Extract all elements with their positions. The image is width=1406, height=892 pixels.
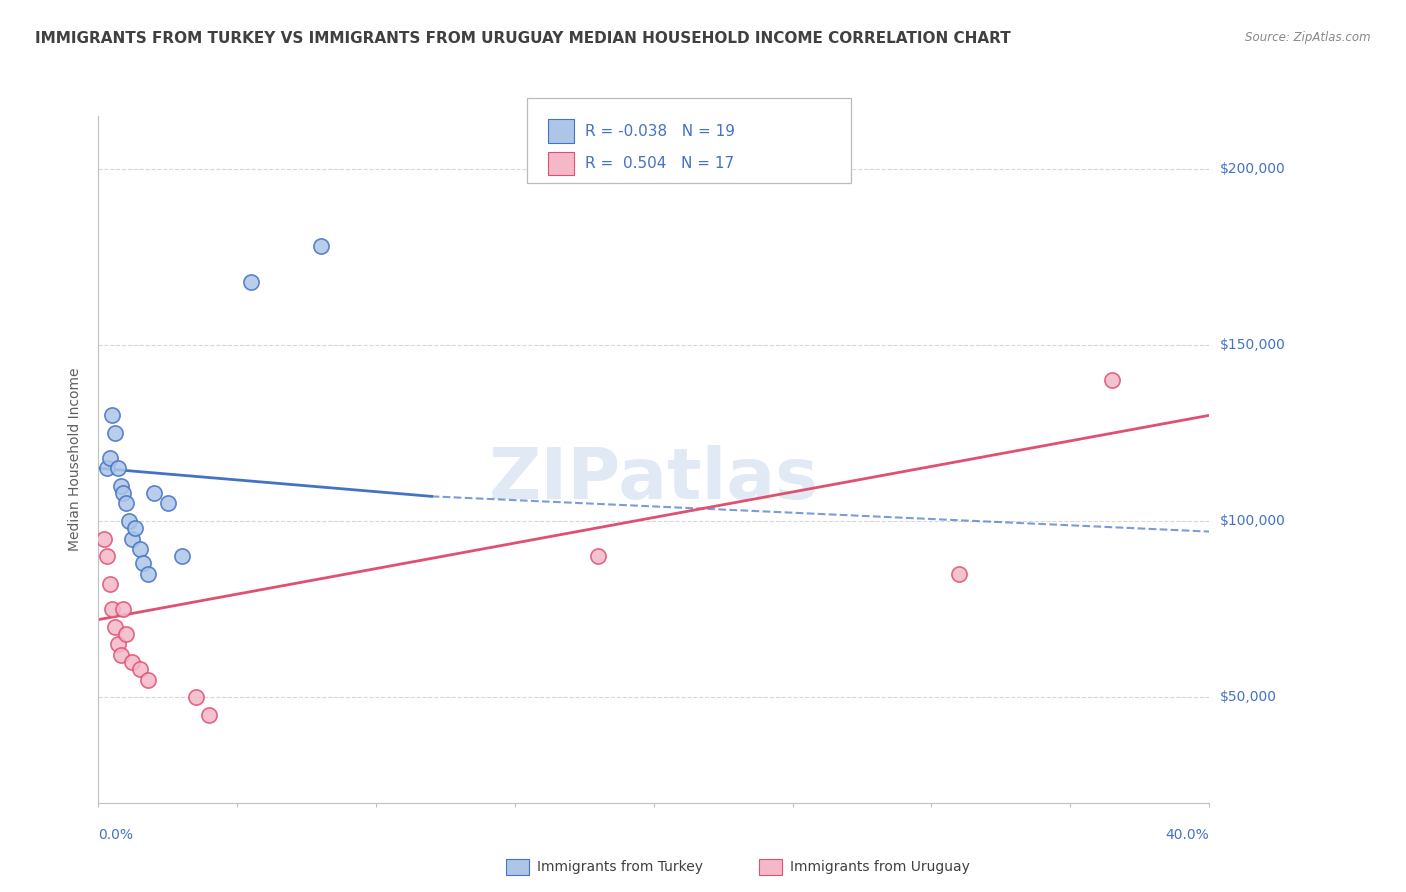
Text: 0.0%: 0.0%	[98, 828, 134, 842]
Point	[121, 532, 143, 546]
Point	[138, 673, 160, 687]
Text: R =  0.504   N = 17: R = 0.504 N = 17	[585, 156, 734, 170]
Point	[170, 549, 193, 564]
Text: $200,000: $200,000	[1220, 161, 1286, 176]
Point	[98, 577, 121, 591]
Point	[1101, 373, 1123, 387]
Point	[588, 549, 610, 564]
Text: IMMIGRANTS FROM TURKEY VS IMMIGRANTS FROM URUGUAY MEDIAN HOUSEHOLD INCOME CORREL: IMMIGRANTS FROM TURKEY VS IMMIGRANTS FRO…	[35, 31, 1011, 46]
Text: $50,000: $50,000	[1220, 690, 1277, 704]
Point	[124, 521, 146, 535]
Text: Immigrants from Uruguay: Immigrants from Uruguay	[790, 860, 970, 874]
Point	[129, 542, 152, 557]
Point	[115, 626, 138, 640]
Text: Immigrants from Turkey: Immigrants from Turkey	[537, 860, 703, 874]
Text: ZIPatlas: ZIPatlas	[489, 445, 818, 515]
Text: 40.0%: 40.0%	[1166, 828, 1209, 842]
Point	[107, 637, 129, 651]
Point	[121, 655, 143, 669]
Text: $150,000: $150,000	[1220, 338, 1286, 352]
Point	[107, 461, 129, 475]
Text: $100,000: $100,000	[1220, 514, 1286, 528]
Point	[112, 486, 135, 500]
Point	[104, 620, 127, 634]
Point	[110, 479, 132, 493]
Point	[198, 707, 221, 722]
Text: Source: ZipAtlas.com: Source: ZipAtlas.com	[1246, 31, 1371, 45]
Point	[112, 602, 135, 616]
Point	[98, 450, 121, 465]
Point	[110, 648, 132, 662]
Point	[138, 566, 160, 581]
Point	[101, 602, 124, 616]
Point	[101, 409, 124, 423]
Point	[96, 461, 118, 475]
Point	[104, 425, 127, 440]
Point	[184, 690, 207, 705]
Point	[240, 275, 263, 289]
Point	[118, 514, 141, 528]
Point	[132, 556, 155, 570]
Point	[156, 496, 179, 510]
Point	[948, 566, 970, 581]
Y-axis label: Median Household Income: Median Household Income	[69, 368, 83, 551]
Text: R = -0.038   N = 19: R = -0.038 N = 19	[585, 123, 735, 138]
Point	[309, 239, 332, 253]
Point	[129, 662, 152, 676]
Point	[143, 486, 166, 500]
Point	[115, 496, 138, 510]
Point	[96, 549, 118, 564]
Point	[93, 532, 115, 546]
